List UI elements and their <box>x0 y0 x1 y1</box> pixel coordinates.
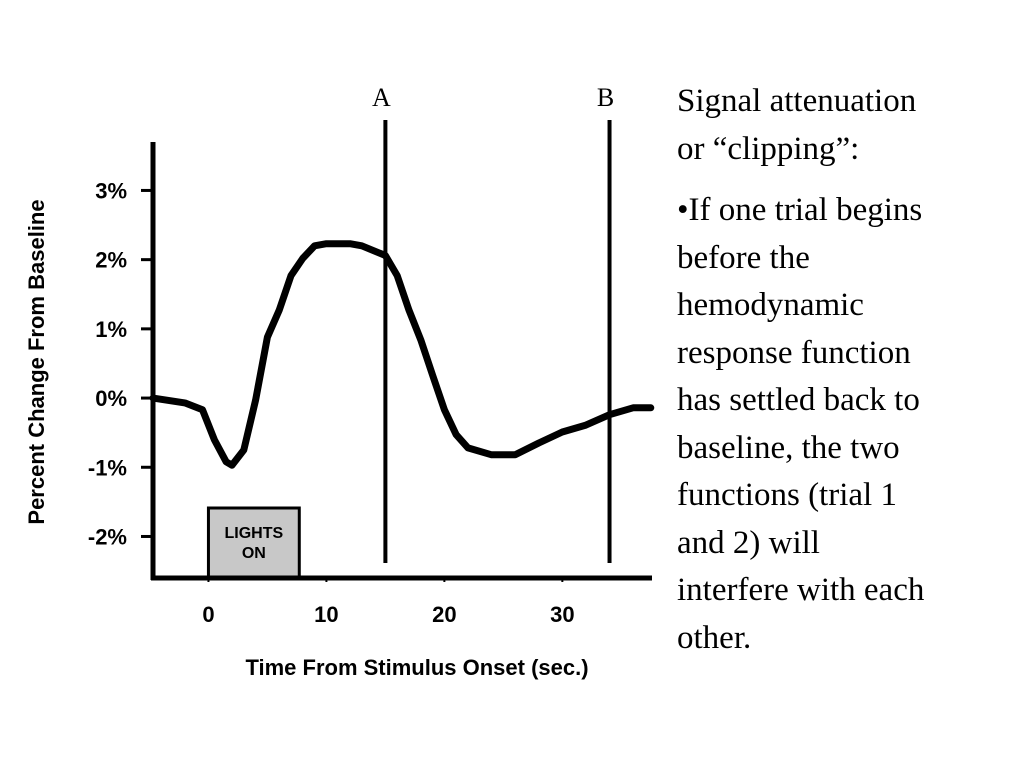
y-tick-label: 0% <box>95 386 127 411</box>
y-tick-label: -1% <box>88 455 127 480</box>
text-line: hemodynamic <box>677 287 864 323</box>
text-line: response function <box>677 334 911 371</box>
marker-label: A <box>372 83 391 112</box>
text-line: before the <box>677 239 810 276</box>
text-line: has settled back to <box>677 382 920 418</box>
heading: Signal attenuation or “clipping”: <box>677 78 1017 173</box>
y-tick-label: -2% <box>88 524 127 549</box>
y-axis-label: Percent Change From Baseline <box>24 199 49 524</box>
marker-label: B <box>597 83 614 112</box>
stimulus-label: LIGHTS <box>225 525 284 542</box>
text-panel: Signal attenuation or “clipping”: •If one… <box>677 78 1017 662</box>
text-line: baseline, the two <box>677 429 900 466</box>
x-tick-label: 30 <box>550 602 574 627</box>
x-tick-label: 10 <box>314 602 338 627</box>
response-curve <box>149 240 655 469</box>
chart: Time From Stimulus Onset (sec.) Percent … <box>24 83 655 680</box>
bullet: •If one trial begins before the hemodynami… <box>677 187 1017 662</box>
x-tick-label: 0 <box>202 602 214 627</box>
text-line: or “clipping”: <box>677 130 860 167</box>
y-tick-label: 2% <box>95 248 127 273</box>
y-tick-label: 1% <box>95 317 127 342</box>
x-axis-label: Time From Stimulus Onset (sec.) <box>245 655 588 680</box>
text-line: Signal attenuation <box>677 83 917 119</box>
x-tick-label: 20 <box>432 602 456 627</box>
y-tick-label: 3% <box>95 178 127 203</box>
stimulus-box <box>206 506 301 580</box>
text-line: functions (trial 1 <box>677 477 897 513</box>
text-line: and 2) will <box>677 524 820 561</box>
text-line: •If one trial begins <box>677 192 923 228</box>
stimulus-label: ON <box>242 545 266 562</box>
text-line: other. <box>677 619 752 656</box>
text-line: interfere with each <box>677 572 925 608</box>
